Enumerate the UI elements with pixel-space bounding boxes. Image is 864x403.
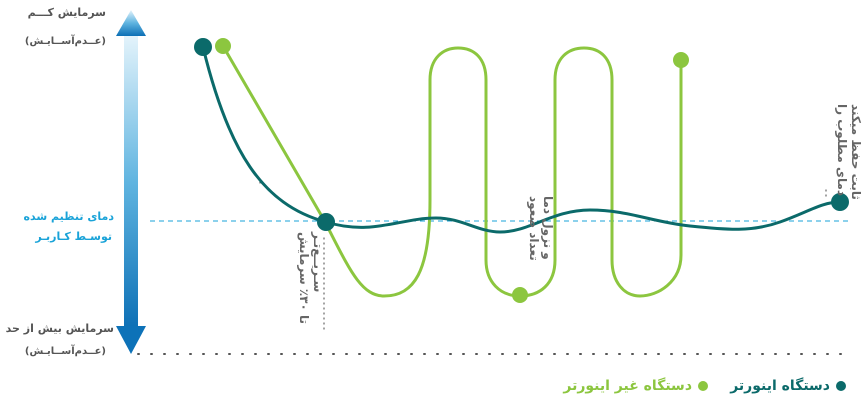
inverter-setpoint-marker <box>317 213 335 231</box>
over-cooling-discomfort-label: (عــدم‌آســایـش) <box>24 346 106 357</box>
fluctuation-line1: تعداد صعود <box>526 196 541 261</box>
constant-temp-line2: ثابت حفظ میکند <box>849 104 863 200</box>
constant-temp-line1: دمای مطلوب را <box>834 104 849 196</box>
fluctuation-annotation: تعداد صعود و نزول دما <box>526 196 555 261</box>
non-inverter-curve <box>221 44 683 298</box>
fast-cooling-line2: سـریــع‌تـر <box>311 231 325 292</box>
fast-cooling-annotation: تا ۳۰٪ سرمایش سـریــع‌تـر <box>297 231 325 324</box>
legend-non-inverter-label: دستگاه غیر اینورتر <box>563 378 692 394</box>
temperature-arrow <box>116 10 146 354</box>
low-cooling-discomfort-label: (عــدم‌آســایـش) <box>24 36 106 47</box>
legend-inverter-label: دستگاه اینورتر <box>730 378 830 394</box>
fluctuation-line2: و نزول دما <box>540 196 555 260</box>
inverter-start-marker <box>194 38 212 56</box>
non-inverter-start-marker <box>215 38 231 54</box>
low-cooling-label: سرمایش کـــم <box>27 6 106 19</box>
non-inverter-low-marker <box>512 287 528 303</box>
inverter-end-marker <box>831 193 849 211</box>
guide-dots <box>259 181 827 331</box>
setpoint-user-label: توسـط کـاربـر <box>35 230 112 243</box>
legend-inverter: دستگاه اینورتر <box>730 378 846 394</box>
fast-cooling-line1: تا ۳۰٪ سرمایش <box>297 232 311 324</box>
legend-inverter-dot <box>836 381 846 391</box>
legend-non-inverter: دستگاه غیر اینورتر <box>563 378 708 394</box>
setpoint-label: دمای تنظیم شده <box>23 210 114 223</box>
over-cooling-label: سرمایش بیش از حد <box>5 322 114 335</box>
inverter-curve <box>201 45 842 234</box>
constant-temp-annotation: دمای مطلوب را ثابت حفظ میکند <box>834 104 863 200</box>
non-inverter-end-marker <box>673 52 689 68</box>
legend-non-inverter-dot <box>698 381 708 391</box>
